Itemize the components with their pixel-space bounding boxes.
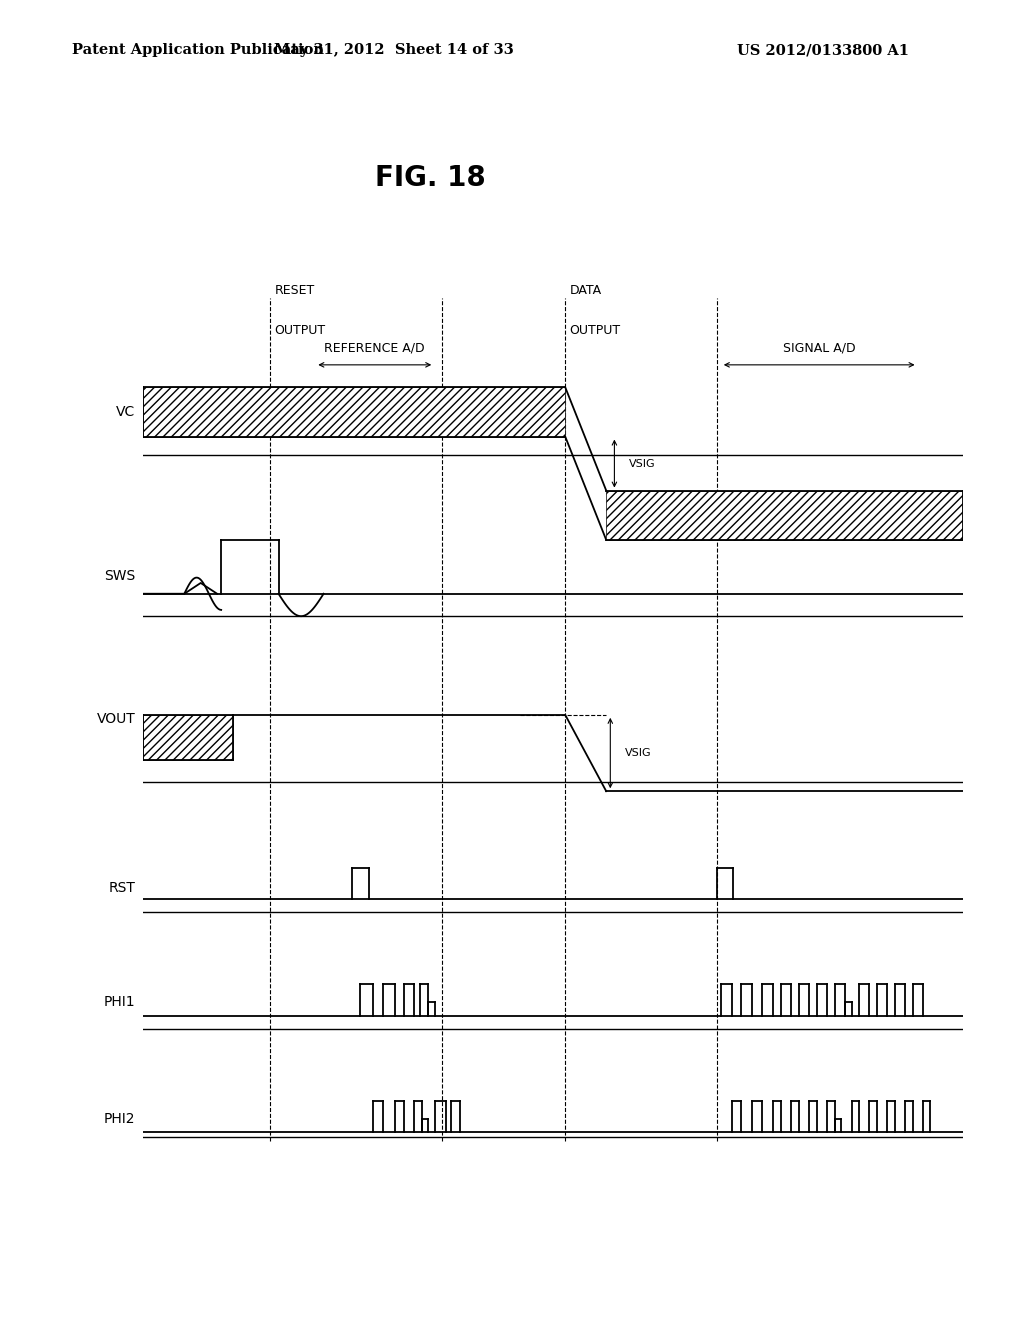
Text: VOUT: VOUT [96,713,135,726]
Text: Patent Application Publication: Patent Application Publication [72,44,324,57]
Text: SWS: SWS [103,569,135,583]
Text: VSIG: VSIG [629,458,655,469]
Text: SIGNAL A/D: SIGNAL A/D [783,341,855,354]
Text: May 31, 2012  Sheet 14 of 33: May 31, 2012 Sheet 14 of 33 [274,44,514,57]
Text: PHI2: PHI2 [103,1111,135,1126]
Text: DATA: DATA [569,284,601,297]
Text: OUTPUT: OUTPUT [274,325,326,338]
Text: FIG. 18: FIG. 18 [375,164,485,193]
Text: RESET: RESET [274,284,314,297]
Text: US 2012/0133800 A1: US 2012/0133800 A1 [737,44,909,57]
Text: RST: RST [109,882,135,895]
Text: REFERENCE A/D: REFERENCE A/D [325,341,425,354]
Text: VSIG: VSIG [625,748,651,758]
Text: VC: VC [116,405,135,418]
Text: OUTPUT: OUTPUT [569,325,621,338]
Text: PHI1: PHI1 [103,995,135,1010]
